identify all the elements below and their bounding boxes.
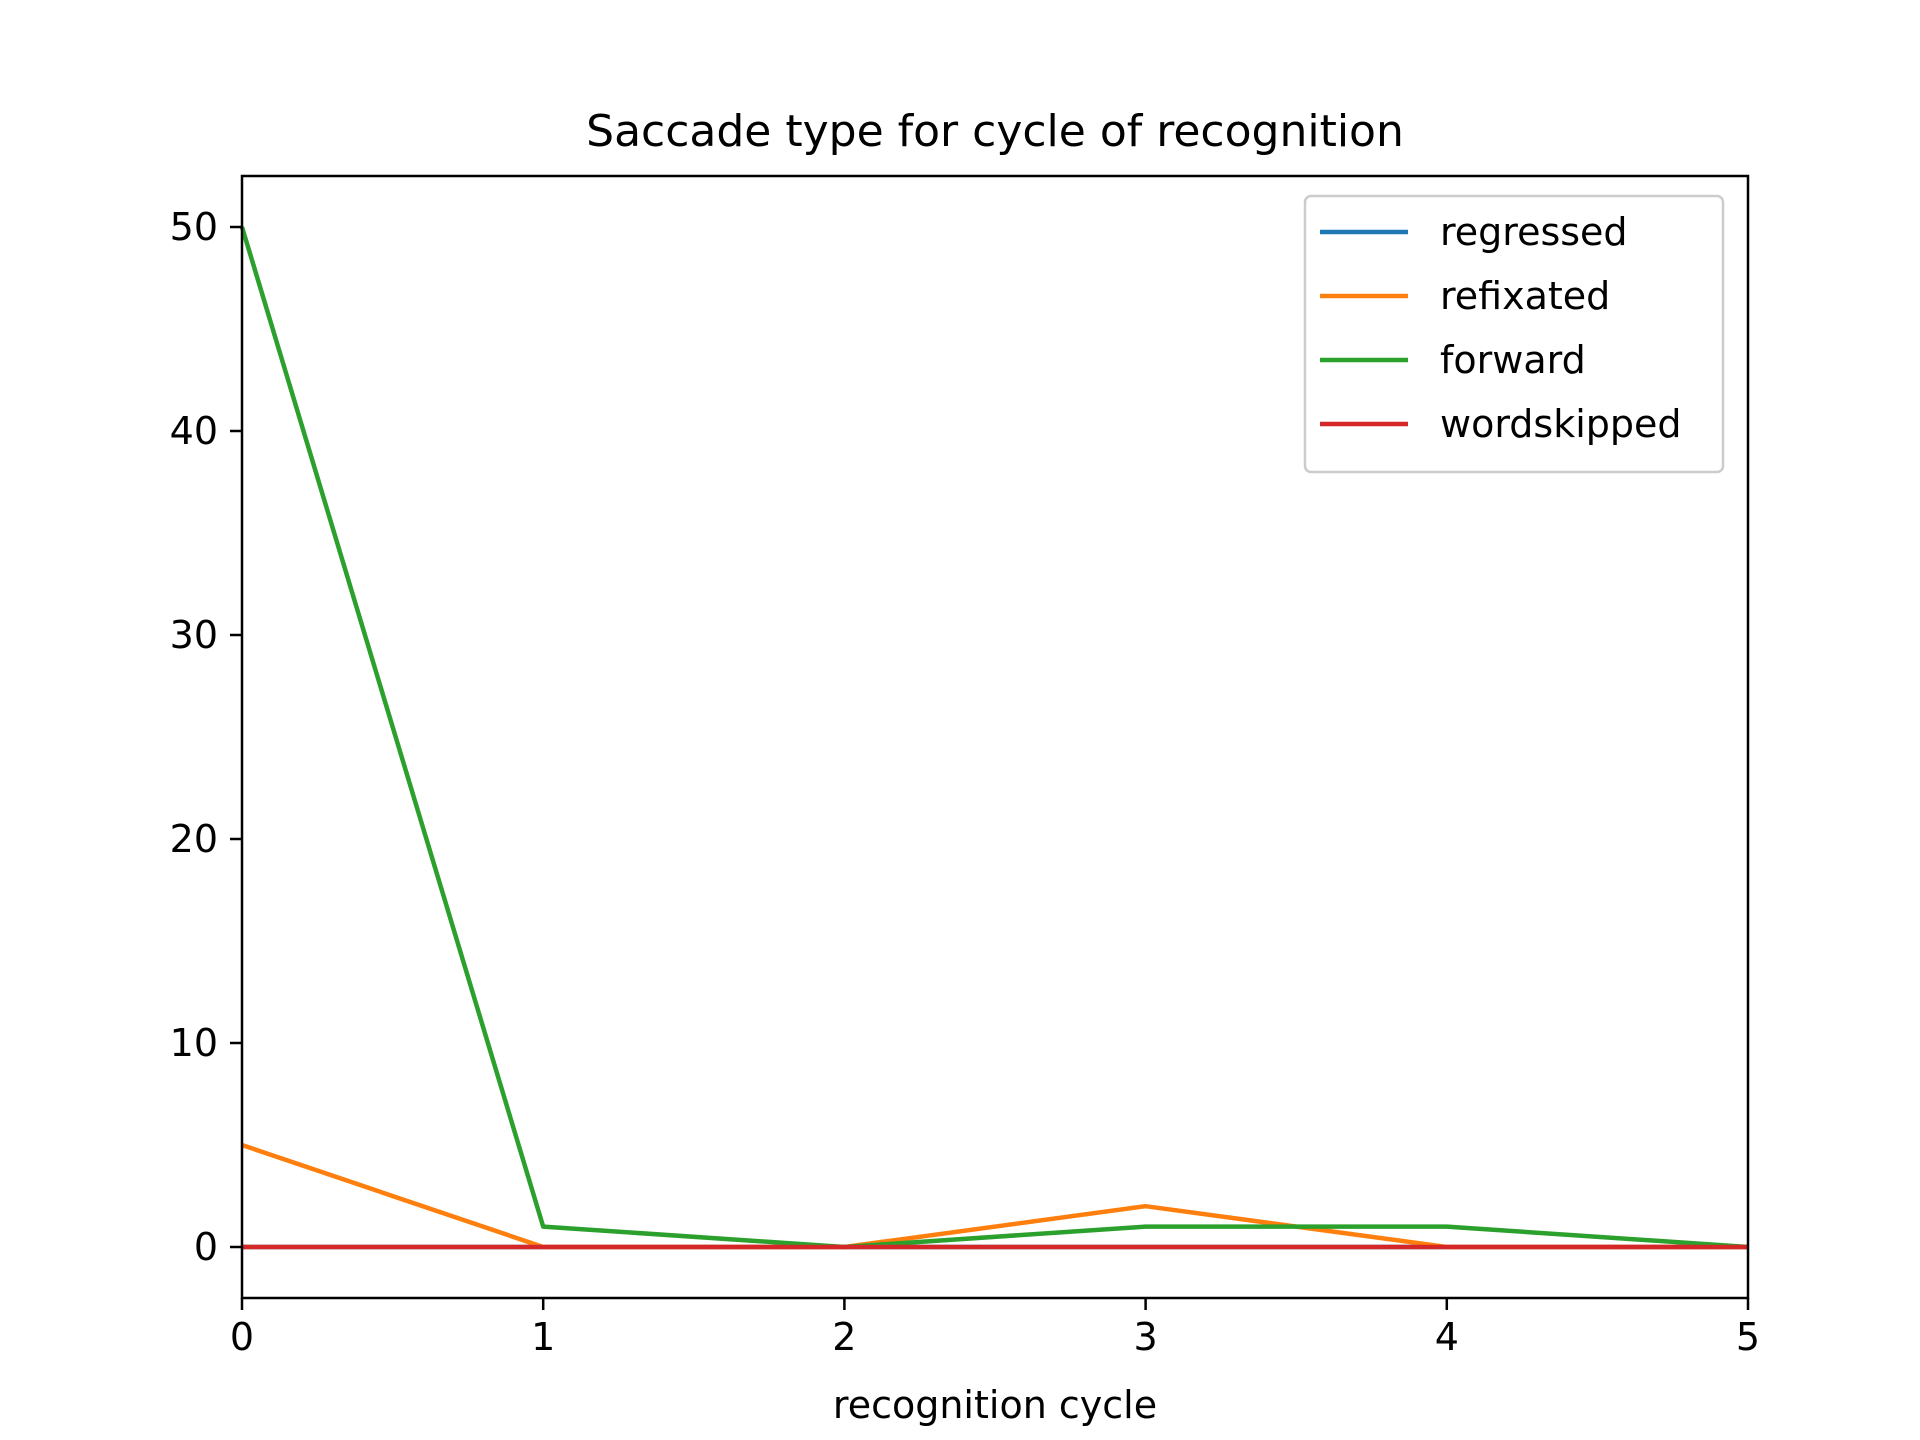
chart-title: Saccade type for cycle of recognition [586,106,1404,157]
x-axis: 0 1 2 3 4 5 [230,1298,1760,1359]
y-axis: 0 10 20 30 40 50 [170,205,242,1269]
legend: regressed refixated forward wordskipped [1303,194,1725,474]
series-layer [239,226,1749,1250]
x-tick-label-2: 2 [832,1315,856,1359]
y-tick-label-2: 20 [170,817,218,861]
x-tick-label-5: 5 [1736,1315,1760,1359]
x-tick-label-4: 4 [1435,1315,1459,1359]
x-tick-label-3: 3 [1134,1315,1158,1359]
x-tick-label-1: 1 [531,1315,555,1359]
legend-box [1303,194,1725,474]
y-tick-label-3: 30 [170,613,218,657]
legend-label-2: forward [1440,338,1586,382]
legend-label-0: regressed [1440,210,1628,254]
x-axis-label: recognition cycle [833,1383,1157,1427]
y-tick-label-0: 0 [194,1225,218,1269]
series-line-2 [239,226,1749,1250]
plot-frame [240,174,1750,1300]
y-tick-label-1: 10 [170,1021,218,1065]
y-tick-label-5: 50 [170,205,218,249]
legend-label-1: refixated [1440,274,1610,318]
legend-label-3: wordskipped [1440,402,1682,446]
y-tick-label-4: 40 [170,409,218,453]
x-tick-label-0: 0 [230,1315,254,1359]
